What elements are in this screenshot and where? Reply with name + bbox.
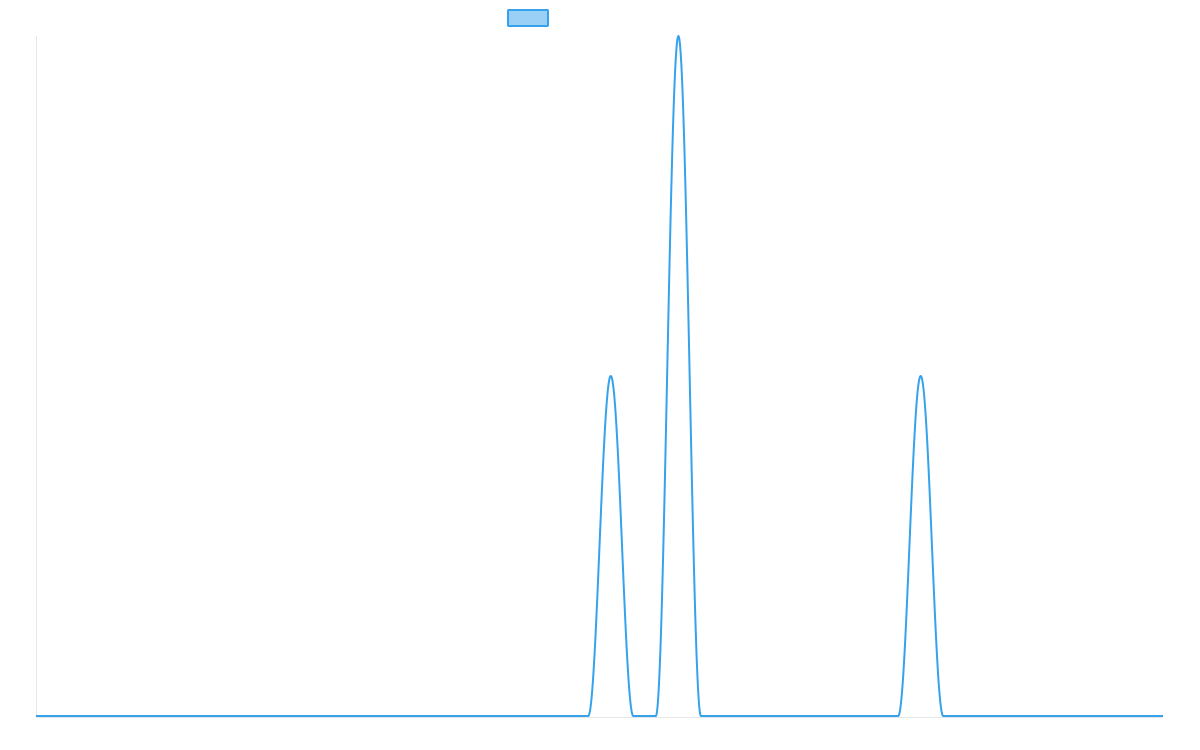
series-layer [35,33,1164,717]
series-line-1 [35,35,1164,717]
legend[interactable] [507,9,549,27]
legend-swatch-series-1[interactable] [507,9,549,27]
peak-point-3[interactable] [918,373,924,379]
peak-point-1[interactable] [608,373,614,379]
peak-point-2[interactable] [675,33,681,39]
